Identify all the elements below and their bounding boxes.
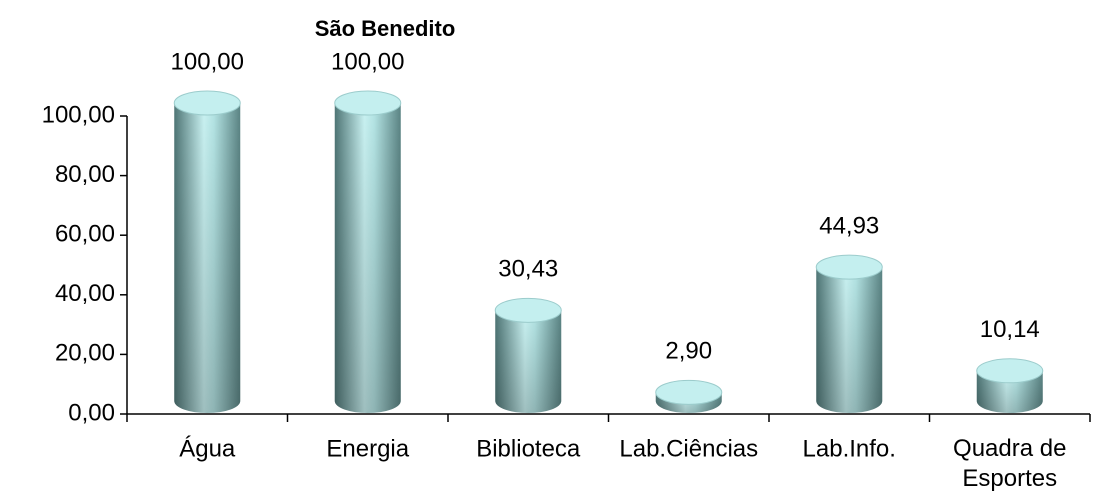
value-label: 2,90 <box>665 338 712 365</box>
bar-top <box>334 90 402 116</box>
bar-top <box>173 90 241 116</box>
bar-top <box>976 358 1044 384</box>
x-tick-label: Lab.Ciências <box>619 435 758 462</box>
value-label: 30,43 <box>498 256 558 283</box>
y-tick-label: 100,00 <box>42 101 115 128</box>
chart-title: São Benedito <box>315 16 456 41</box>
y-tick-label: 40,00 <box>55 280 115 307</box>
y-tick-label: 0,00 <box>68 399 115 426</box>
bar-shade <box>816 267 883 413</box>
value-label: 44,93 <box>819 212 879 239</box>
bar-top <box>494 297 562 323</box>
x-tick-label: Energia <box>326 435 409 462</box>
x-tick-label: Biblioteca <box>476 435 581 462</box>
x-tick-label: Quadra de Esportes <box>953 435 1066 492</box>
bar-shade <box>174 103 241 413</box>
y-tick-label: 60,00 <box>55 221 115 248</box>
x-tick-label: Água <box>179 435 236 462</box>
bar-shade <box>495 310 562 413</box>
value-label: 10,14 <box>980 316 1040 343</box>
value-label: 100,00 <box>331 48 404 75</box>
y-tick-label: 20,00 <box>55 340 115 367</box>
bar-top <box>655 379 723 405</box>
value-label: 100,00 <box>171 48 244 75</box>
x-tick-label: Lab.Info. <box>803 435 896 462</box>
bar-shade <box>334 103 401 413</box>
y-tick-label: 80,00 <box>55 161 115 188</box>
bar-top <box>815 254 883 280</box>
